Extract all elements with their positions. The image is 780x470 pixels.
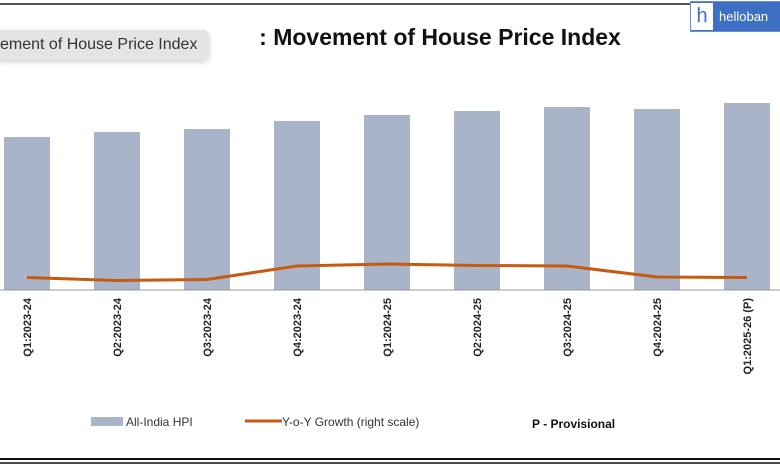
hpi-bar: [724, 103, 770, 290]
x-tick-label: Q4:2023-24: [292, 297, 304, 357]
yoy-growth-line: [26, 262, 748, 283]
x-tick-label: Q2:2023-24: [112, 297, 124, 357]
tooltip: ement of House Price Index: [0, 30, 210, 60]
hpi-bar: [4, 137, 50, 290]
x-tick-label: Q1:2025-26 (P): [742, 298, 754, 375]
legend-growth-label: Y-o-Y Growth (right scale): [282, 415, 419, 429]
x-tick-label: Q1:2023-24: [22, 297, 34, 357]
hpi-bar: [184, 129, 230, 290]
hpi-bar: [634, 109, 680, 290]
hellobank-logo-icon: h: [691, 3, 713, 30]
x-tick-label: Q3:2023-24: [202, 297, 214, 357]
hellobank-text: helloban: [719, 9, 769, 24]
x-tick-label: Q4:2024-25: [652, 298, 664, 357]
hellobank-badge[interactable]: h helloban: [690, 1, 780, 32]
provisional-note: P - Provisional: [532, 417, 615, 431]
hpi-bar: [274, 121, 320, 290]
legend-hpi-label: All-India HPI: [126, 415, 193, 429]
hpi-bar: [544, 107, 590, 290]
x-tick-label: Q1:2024-25: [382, 298, 394, 357]
x-tick-label: Q2:2024-25: [472, 298, 484, 357]
hpi-bar: [364, 115, 410, 290]
legend-hpi-swatch: [91, 417, 123, 426]
chart-title: : Movement of House Price Index: [259, 24, 621, 50]
hpi-bar: [94, 132, 140, 290]
hpi-bar: [454, 111, 500, 290]
x-tick-label: Q3:2024-25: [562, 298, 574, 357]
